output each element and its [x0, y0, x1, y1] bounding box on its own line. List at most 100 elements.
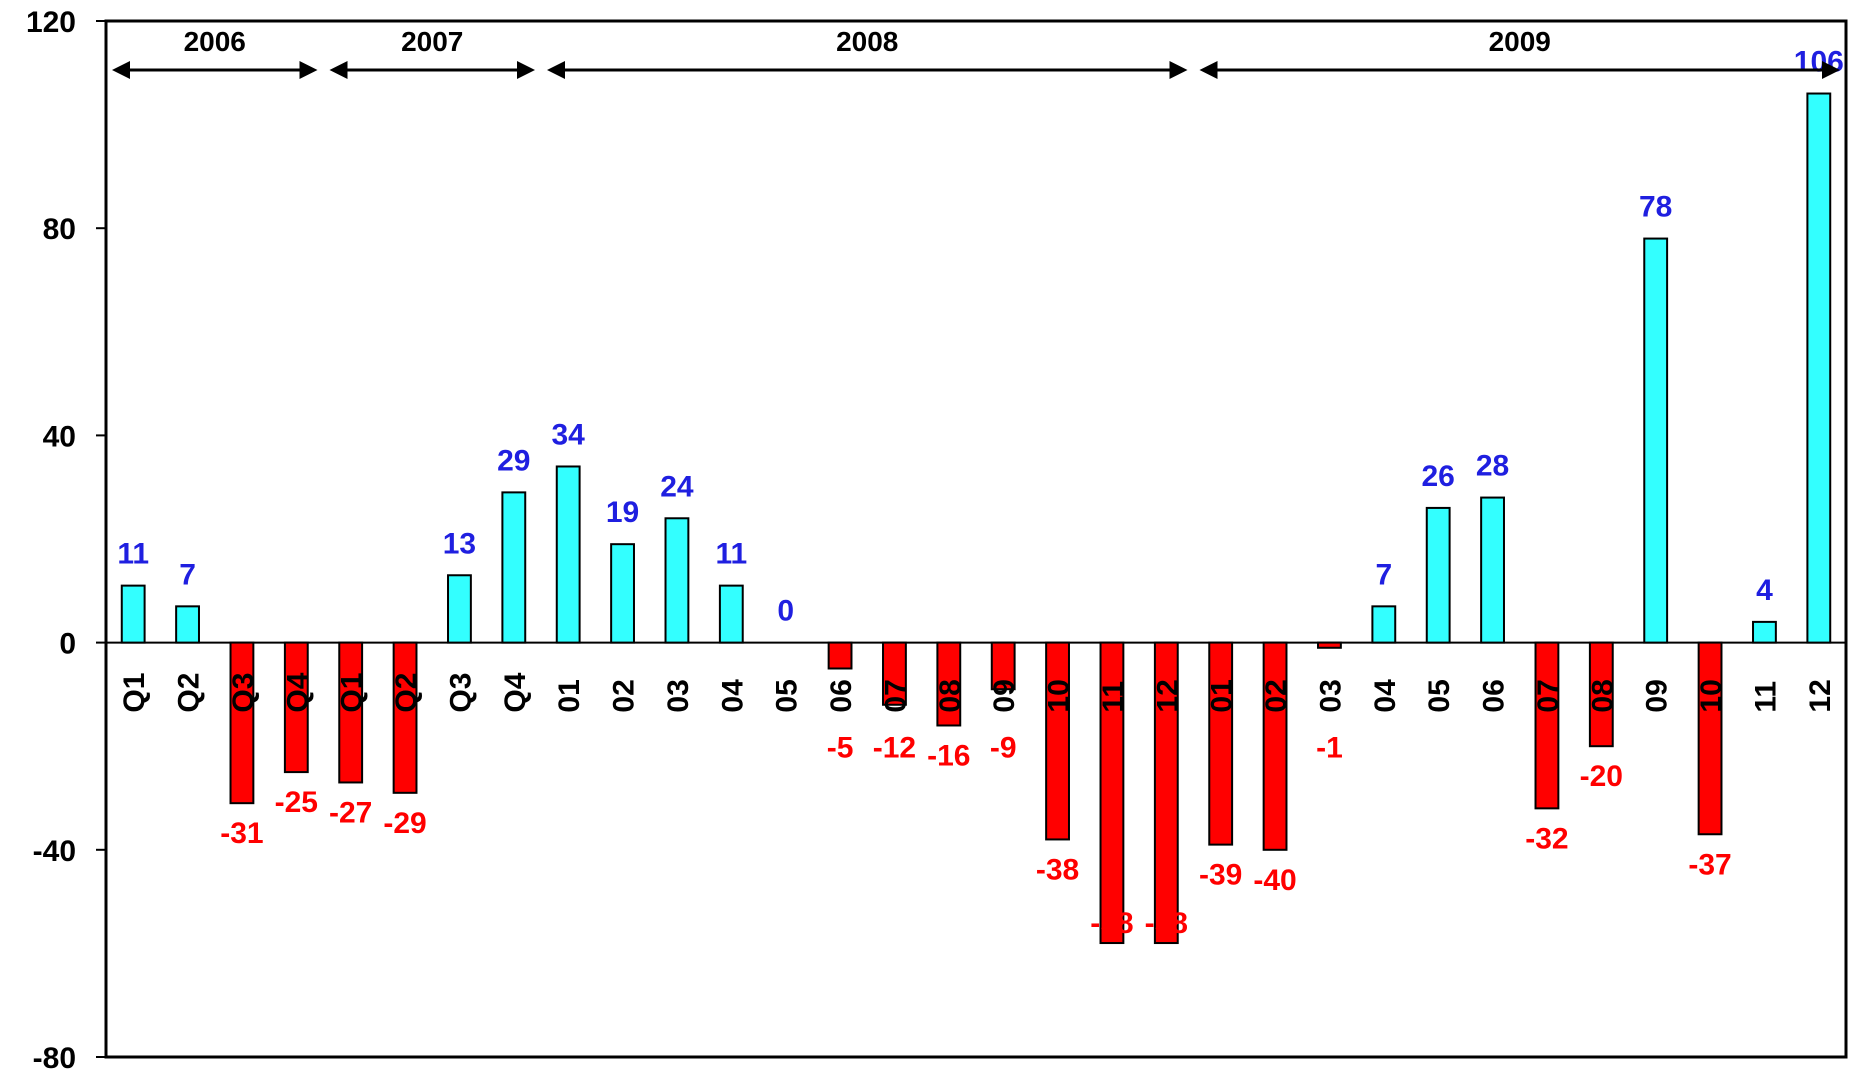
data-label: -58: [1145, 907, 1188, 940]
x-tick-label: Q2: [390, 673, 423, 713]
bar: [229, 641, 255, 805]
x-tick-label: 12: [1151, 679, 1184, 712]
bar: [1317, 641, 1342, 649]
data-label: -27: [329, 796, 372, 829]
data-label: -12: [873, 732, 916, 765]
x-tick-label: Q3: [227, 673, 260, 713]
data-label: 13: [443, 527, 476, 560]
bar: [990, 641, 1016, 691]
year-label: 2008: [836, 26, 898, 57]
y-axis: 120 80 40 0 -40 -80: [26, 6, 106, 1072]
data-label: 7: [179, 558, 196, 591]
bar: [664, 517, 690, 644]
bar: [1480, 496, 1505, 644]
data-label: 24: [660, 470, 694, 503]
x-tick-label: 05: [771, 679, 804, 712]
x-tick-label: 01: [1206, 679, 1239, 712]
x-tick-label: Q1: [118, 673, 151, 713]
bar: [120, 584, 146, 644]
data-label: -39: [1199, 859, 1242, 892]
data-label: -31: [220, 817, 263, 850]
y-tick-label: 80: [43, 213, 76, 246]
bar: [175, 605, 200, 644]
x-tick-label: 03: [662, 679, 695, 712]
data-label: 78: [1639, 191, 1672, 224]
data-labels: 11 7 -31 -25 -27 -29 13 29 34 19 24 11 0 -5 -12 -16 -9 -3…: [117, 46, 1844, 941]
x-tick-label: 10: [1043, 679, 1076, 712]
bar: [392, 641, 418, 794]
year-arrow-head-left: [547, 61, 565, 79]
bar: [718, 584, 744, 644]
year-arrow-head-left: [1199, 61, 1218, 79]
year-arrow-head-right: [1822, 61, 1840, 79]
bar: [882, 641, 907, 706]
bar: [447, 574, 472, 644]
data-label: 4: [1756, 574, 1773, 607]
x-tick-label: 06: [825, 679, 858, 712]
data-label: 7: [1375, 558, 1392, 591]
y-tick-label: 0: [59, 628, 76, 661]
x-tick-label: 02: [608, 679, 641, 712]
data-label: 29: [497, 444, 530, 477]
year-arrow-head-left: [112, 61, 130, 79]
data-label: 19: [606, 496, 639, 529]
year-label: 2009: [1489, 26, 1551, 57]
x-tick-label: 06: [1478, 679, 1511, 712]
bar-series: [120, 92, 1832, 945]
bar: [936, 641, 962, 727]
data-label: -5: [827, 732, 854, 765]
bar: [1045, 641, 1070, 841]
data-label: -40: [1253, 864, 1296, 897]
x-tick-label: 07: [879, 679, 912, 712]
x-tick-label: 11: [1097, 681, 1130, 713]
bar: [501, 491, 527, 644]
bar: [1099, 641, 1125, 945]
x-tick-label: 10: [1695, 679, 1728, 712]
data-label: -1: [1316, 732, 1343, 765]
bar: [555, 465, 581, 644]
x-tick-label: 12: [1804, 679, 1837, 712]
data-label: -29: [383, 807, 426, 840]
x-tick-label: Q4: [281, 672, 314, 712]
year-arrow-head-left: [329, 61, 348, 79]
data-label: 11: [117, 538, 149, 571]
bar: [827, 641, 853, 670]
data-label: -9: [990, 732, 1017, 765]
bar: [1752, 620, 1777, 644]
data-label: -32: [1525, 822, 1568, 855]
data-label: -37: [1688, 848, 1731, 881]
bar: [1425, 506, 1451, 644]
data-label: -58: [1090, 907, 1133, 940]
data-label: 26: [1422, 460, 1455, 493]
x-tick-label: 07: [1532, 679, 1565, 712]
x-tick-label: 04: [1369, 679, 1402, 713]
x-tick-label: 08: [934, 679, 967, 712]
x-tick-label: 04: [716, 679, 749, 713]
year-annotations: 2006 2007 2008 2009: [112, 26, 1840, 79]
y-tick-label: -80: [33, 1042, 76, 1072]
x-tick-label: Q4: [499, 672, 532, 712]
x-tick-label: 02: [1260, 679, 1293, 712]
x-tick-label: 01: [553, 679, 586, 712]
y-tick-label: -40: [33, 835, 76, 868]
x-tick-label: 09: [1641, 679, 1674, 712]
bar: [1697, 641, 1723, 836]
data-label: -20: [1580, 760, 1623, 793]
data-label: 0: [777, 595, 794, 628]
data-label: 34: [552, 418, 586, 451]
bar: [1643, 237, 1669, 644]
bar: [338, 641, 364, 784]
x-tick-label: 11: [1749, 681, 1782, 713]
bar: [1371, 605, 1397, 644]
x-axis: Q1 Q2 Q3 Q4 Q1 Q2 Q3 Q4 01 02 03 04 05 06 07 08 09 10 11 12…: [118, 672, 1837, 712]
bar: [1208, 641, 1234, 846]
data-label: -25: [275, 786, 318, 819]
bar: [1534, 641, 1560, 810]
year-arrow-head-right: [517, 61, 535, 79]
bar: [610, 543, 635, 644]
bar: [1262, 641, 1288, 851]
x-tick-label: 08: [1586, 679, 1619, 712]
bar: [283, 641, 309, 774]
data-label: 106: [1794, 46, 1844, 79]
